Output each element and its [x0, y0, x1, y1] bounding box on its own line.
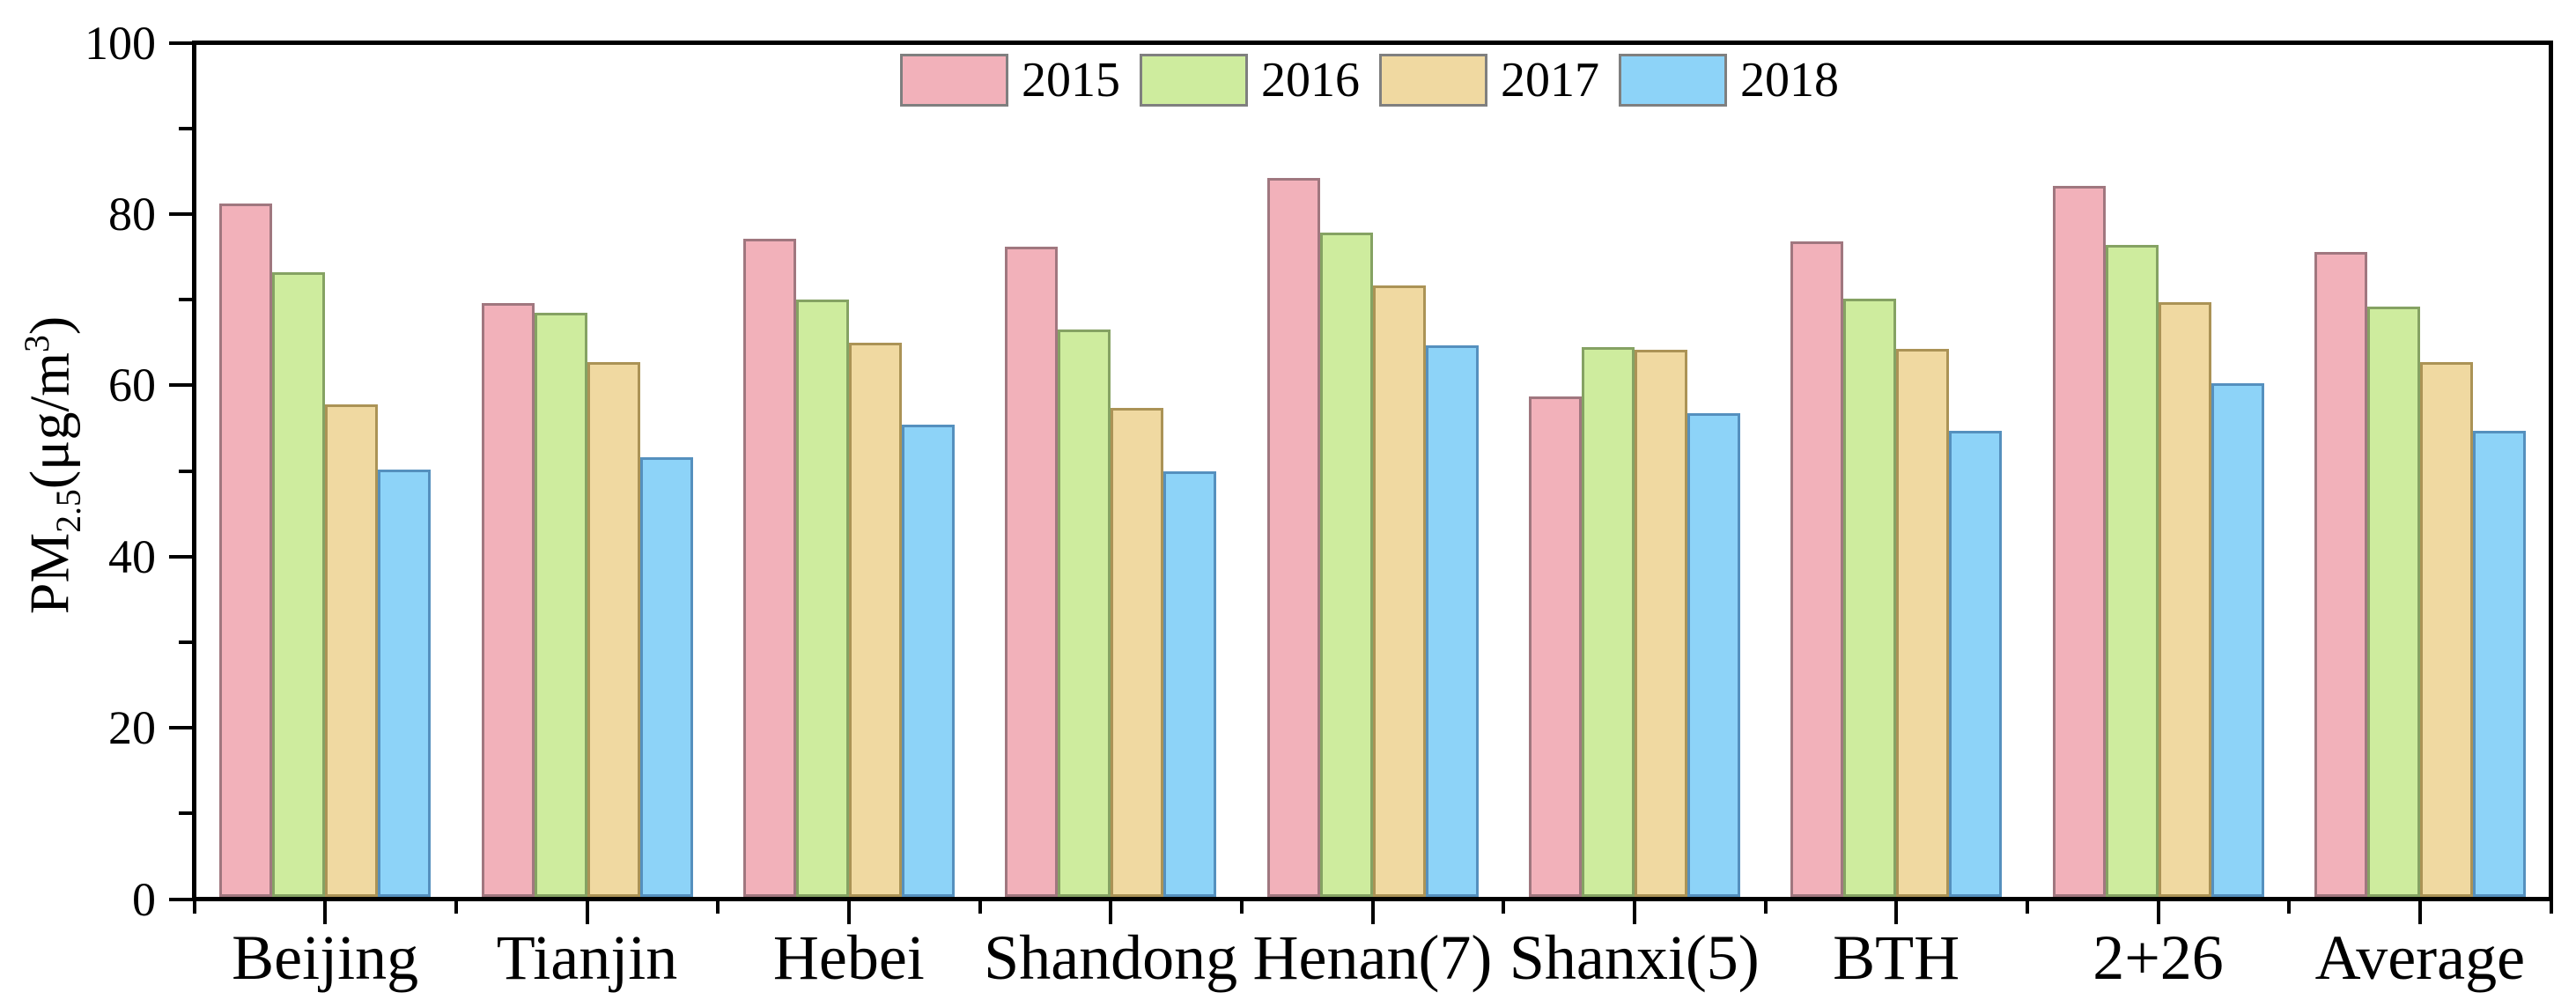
x-axis-major-tick — [1370, 901, 1375, 924]
bar-2017-Average — [2419, 362, 2473, 897]
legend-label-2018: 2018 — [1740, 53, 1839, 107]
bar-2015-Hebei — [742, 239, 796, 897]
y-axis-tick-label: 60 — [108, 359, 156, 412]
bar-2018-2+26 — [2211, 383, 2264, 897]
bar-2015-BTH — [1790, 241, 1844, 897]
y-axis-minor-tick — [179, 298, 192, 302]
x-axis-minor-tick — [1502, 901, 1506, 914]
bar-2017-Shandong — [1111, 407, 1164, 897]
legend-label-2016: 2016 — [1261, 53, 1360, 107]
bar-2016-Shandong — [1058, 329, 1111, 897]
y-axis-minor-tick — [179, 126, 192, 130]
x-axis-category-label: 2+26 — [2093, 922, 2224, 993]
x-axis-major-tick — [1632, 901, 1636, 924]
x-axis-major-tick — [2156, 901, 2160, 924]
y-axis-tick-label: 80 — [108, 187, 156, 241]
bar-2016-BTH — [1843, 299, 1897, 897]
y-axis-tick-label: 40 — [108, 529, 156, 583]
x-axis-major-tick — [1109, 901, 1113, 924]
x-axis-minor-tick — [2025, 901, 2029, 914]
x-axis-minor-tick — [2549, 901, 2553, 914]
legend-swatch-2016 — [1140, 54, 1248, 107]
bar-2018-BTH — [1949, 430, 2003, 897]
bar-2017-2+26 — [2158, 302, 2211, 897]
y-axis-minor-tick — [179, 811, 192, 816]
x-axis-category-label: Hebei — [772, 922, 925, 993]
bar-2018-Henan(7) — [1425, 344, 1479, 897]
bar-2018-Beijing — [378, 469, 432, 897]
x-axis-minor-tick — [716, 901, 720, 914]
legend-label-2017: 2017 — [1501, 53, 1599, 107]
x-axis-minor-tick — [192, 901, 196, 914]
x-axis-category-label: Henan(7) — [1252, 922, 1493, 993]
x-axis-category-label: Shandong — [984, 922, 1238, 993]
y-axis-major-tick — [169, 211, 192, 216]
bar-2016-Tianjin — [534, 312, 587, 897]
x-axis-minor-tick — [1239, 901, 1244, 914]
bar-2018-Hebei — [901, 425, 955, 897]
legend-swatch-2015 — [900, 54, 1008, 107]
x-axis-major-tick — [585, 901, 589, 924]
y-axis-major-tick — [169, 726, 192, 730]
bar-2016-Shanxi(5) — [1581, 346, 1635, 897]
bar-2016-Hebei — [795, 300, 849, 897]
bar-2015-Average — [2314, 251, 2367, 897]
bar-2018-Average — [2472, 430, 2526, 897]
y-axis-tick-label: 100 — [85, 16, 156, 70]
bar-2017-BTH — [1896, 348, 1950, 897]
bar-2016-Beijing — [272, 271, 326, 897]
bar-2016-2+26 — [2105, 244, 2159, 897]
x-axis-category-label: Beijing — [232, 922, 419, 993]
x-axis-minor-tick — [1763, 901, 1768, 914]
y-axis-title-superscript: 3 — [17, 335, 56, 352]
bar-2017-Beijing — [325, 404, 379, 897]
x-axis-minor-tick — [978, 901, 982, 914]
bar-2015-Shanxi(5) — [1528, 396, 1582, 897]
x-axis-category-label: BTH — [1833, 922, 1960, 993]
x-axis-category-label: Tianjin — [496, 922, 678, 993]
y-axis-major-tick — [169, 41, 192, 45]
y-axis-major-tick — [169, 383, 192, 388]
x-axis-minor-tick — [2287, 901, 2292, 914]
y-axis-minor-tick — [179, 469, 192, 473]
x-axis-major-tick — [1894, 901, 1899, 924]
y-axis-title-units-close: ) — [18, 315, 81, 336]
bar-2015-Beijing — [219, 204, 273, 897]
bar-2018-Shanxi(5) — [1687, 413, 1740, 897]
bar-2017-Shanxi(5) — [1634, 350, 1687, 897]
legend-swatch-2018 — [1619, 54, 1727, 107]
x-axis-major-tick — [846, 901, 851, 924]
legend-label-2015: 2015 — [1022, 53, 1120, 107]
x-axis-major-tick — [2417, 901, 2422, 924]
bar-2017-Hebei — [848, 342, 902, 897]
y-axis-major-tick — [169, 897, 192, 901]
x-axis-category-label: Average — [2314, 922, 2526, 993]
x-axis-minor-tick — [454, 901, 458, 914]
bar-2015-Tianjin — [481, 302, 535, 897]
plot-frame — [192, 41, 2553, 901]
bar-2017-Tianjin — [587, 362, 640, 897]
bar-2018-Shandong — [1163, 470, 1217, 897]
bar-2015-Henan(7) — [1266, 178, 1320, 897]
bar-2016-Henan(7) — [1319, 233, 1373, 897]
legend-swatch-2017 — [1379, 54, 1487, 107]
bar-2017-Henan(7) — [1372, 285, 1426, 897]
y-axis-minor-tick — [179, 640, 192, 644]
x-axis-category-label: Shanxi(5) — [1509, 922, 1760, 993]
bar-2015-Shandong — [1005, 246, 1059, 897]
y-axis-major-tick — [169, 554, 192, 559]
y-axis-tick-label: 20 — [108, 701, 156, 755]
y-axis-tick-label: 0 — [132, 872, 156, 926]
x-axis-major-tick — [323, 901, 328, 924]
bar-2018-Tianjin — [639, 456, 693, 897]
bar-2015-2+26 — [2052, 185, 2106, 897]
bar-2016-Average — [2366, 306, 2420, 897]
